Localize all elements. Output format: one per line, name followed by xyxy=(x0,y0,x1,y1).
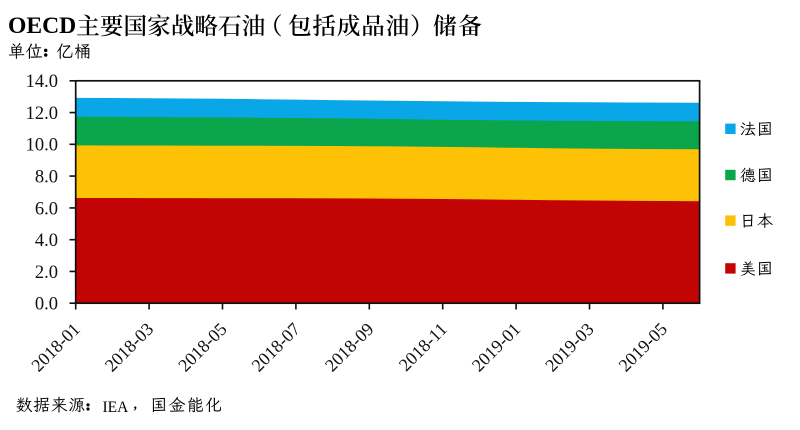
svg-text:4.0: 4.0 xyxy=(35,231,58,251)
svg-text:12.0: 12.0 xyxy=(26,104,58,124)
svg-text:2.0: 2.0 xyxy=(35,263,58,283)
svg-text:14.0: 14.0 xyxy=(26,72,58,92)
svg-text:10.0: 10.0 xyxy=(26,136,58,156)
svg-text:IEA: IEA xyxy=(103,399,130,416)
svg-text:6.0: 6.0 xyxy=(35,199,58,219)
svg-text:OECD: OECD xyxy=(8,13,76,39)
svg-text:8.0: 8.0 xyxy=(35,168,58,188)
svg-text:0.0: 0.0 xyxy=(35,295,58,315)
